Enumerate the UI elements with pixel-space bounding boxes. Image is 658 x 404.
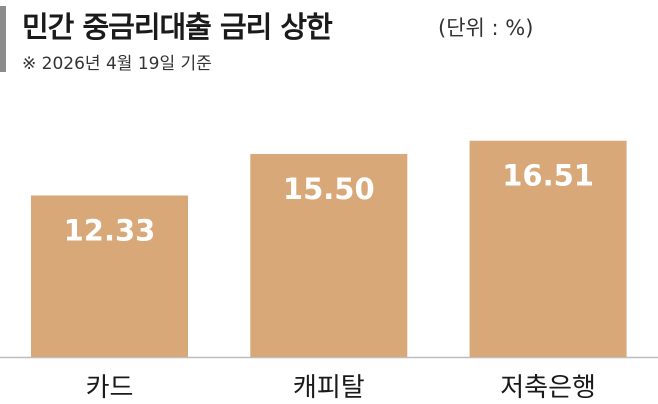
bar-1 bbox=[31, 195, 188, 357]
bar-2 bbox=[250, 153, 408, 357]
title-accent-bar bbox=[0, 6, 6, 72]
chart-title: 민간 중금리대출 금리 상한 bbox=[22, 10, 333, 44]
category-label: 저축은행 bbox=[500, 373, 596, 403]
category-label: 카드 bbox=[86, 373, 134, 403]
bar-3 bbox=[469, 140, 627, 357]
unit-label: (단위 : %) bbox=[438, 16, 534, 40]
category-label: 캐피탈 bbox=[293, 373, 365, 403]
bar-value-label: 16.51 bbox=[502, 159, 594, 193]
bar-value-label: 12.33 bbox=[64, 213, 156, 247]
bar-value-label: 15.50 bbox=[283, 172, 375, 206]
reference-date-note: ※ 2026년 4월 19일 기준 bbox=[22, 54, 212, 74]
